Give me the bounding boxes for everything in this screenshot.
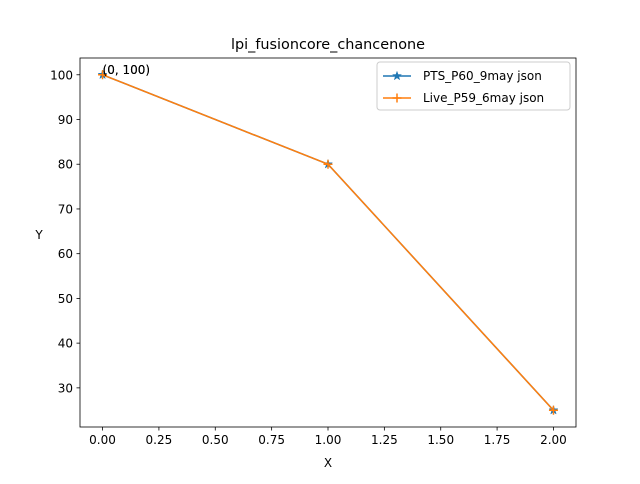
series-1-point	[323, 159, 333, 169]
y-tick-label: 90	[58, 113, 73, 127]
legend: PTS_P60_9may json Live_P59_6may json	[376, 61, 571, 111]
y-tick-label: 60	[58, 247, 73, 261]
x-tick-label: 1.50	[427, 433, 454, 447]
series-1-point	[548, 405, 558, 415]
x-tick-label: 2.00	[540, 433, 567, 447]
legend-swatch-marker	[392, 93, 402, 103]
series-1-point	[98, 70, 108, 80]
y-tick-label: 40	[58, 337, 73, 351]
legend-swatch-marker	[391, 70, 403, 81]
legend-label-pts-p60: PTS_P60_9may json	[423, 69, 542, 83]
y-axis-label: Y	[34, 228, 43, 242]
x-tick-label: 0.50	[202, 433, 229, 447]
legend-label-live-p59: Live_P59_6may json	[423, 91, 544, 105]
chart-title: lpi_fusioncore_chancenone	[231, 37, 425, 53]
x-tick-label: 1.00	[315, 433, 342, 447]
x-tick-label: 0.25	[146, 433, 173, 447]
x-tick-label: 0.00	[89, 433, 116, 447]
y-tick-label: 50	[58, 292, 73, 306]
axis-ticks: 0.00 0.25 0.50 0.75 1.00 1.25 1.50 1.75 2.00 30 40…	[50, 68, 567, 447]
point-annotation: (0, 100)	[103, 63, 151, 77]
plot-marks: (0, 100)(0, 100)	[97, 63, 559, 415]
y-tick-label: 100	[50, 68, 73, 82]
legend-box	[376, 61, 571, 111]
y-tick-label: 30	[58, 381, 73, 395]
y-tick-label: 80	[58, 158, 73, 172]
x-tick-label: 1.25	[371, 433, 398, 447]
x-tick-label: 1.75	[484, 433, 511, 447]
legend-swatches	[383, 70, 411, 103]
point-annotation: (0, 100)	[103, 63, 151, 77]
x-axis-label: X	[324, 456, 332, 470]
y-tick-label: 70	[58, 202, 73, 216]
x-tick-label: 0.75	[258, 433, 285, 447]
